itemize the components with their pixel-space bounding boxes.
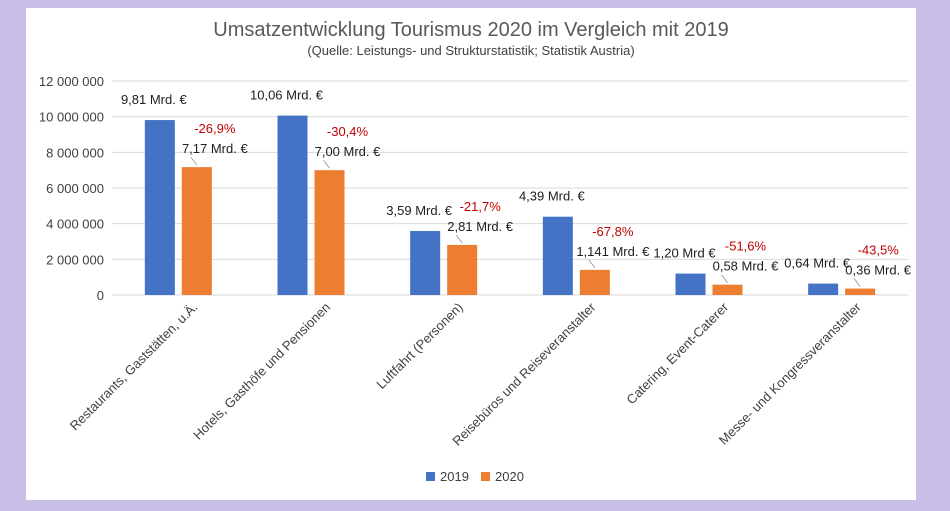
legend-label: 2019 [440, 469, 469, 484]
change-label: -21,7% [460, 199, 502, 214]
data-label-2020: 1,141 Mrd. € [576, 244, 650, 259]
category-label: Restaurants, Gaststätten, u.Ä. [67, 300, 201, 434]
legend: 2019 2020 [426, 469, 524, 484]
bar-2020 [314, 170, 345, 295]
legend-label: 2020 [495, 469, 524, 484]
leader-line [853, 278, 861, 287]
bar-2019 [144, 120, 175, 296]
chart-subtitle: (Quelle: Leistungs- und Strukturstatisti… [307, 43, 634, 58]
leader-line [455, 234, 463, 244]
change-label: -26,9% [194, 121, 236, 136]
category-label: Reisebüros und Reiseveranstalter [449, 299, 599, 449]
bar-2020 [579, 269, 610, 295]
change-label: -67,8% [592, 224, 634, 239]
y-tick-label: 12 000 000 [39, 74, 104, 89]
bar-2019 [675, 273, 706, 295]
legend-swatch [481, 472, 490, 481]
data-labels: 9,81 Mrd. € -26,9% 7,17 Mrd. € 10,06 Mrd. €… [121, 88, 912, 287]
leader-line [721, 274, 728, 283]
data-label-2019: 4,39 Mrd. € [519, 189, 586, 204]
category-label: Catering, Event-Caterer [623, 299, 731, 407]
bar-2019 [410, 230, 441, 295]
data-label-2020: 7,00 Mrd. € [315, 144, 382, 159]
leader-line [588, 259, 596, 269]
data-label-2019: 1,20 Mrd € [653, 246, 716, 261]
data-label-2020: 0,36 Mrd. € [845, 263, 912, 278]
y-tick-label: 0 [97, 288, 104, 303]
category-label: Hotels, Gasthöfe und Pensionen [190, 300, 333, 443]
bar-2019 [277, 115, 308, 295]
chart-frame: Umsatzentwicklung Tourismus 2020 im Verg… [26, 8, 916, 500]
y-tick-label: 10 000 000 [39, 110, 104, 125]
leader-line [190, 156, 198, 166]
x-axis-categories: Restaurants, Gaststätten, u.Ä.Hotels, Ga… [67, 299, 865, 449]
change-label: -43,5% [858, 243, 900, 258]
data-label-2019: 0,64 Mrd. € [784, 256, 851, 271]
bar-2019 [542, 216, 573, 295]
data-label-2019: 10,06 Mrd. € [250, 88, 324, 103]
bar-2020 [712, 284, 743, 295]
y-tick-label: 4 000 000 [46, 217, 104, 232]
y-axis-ticks: 0 2 000 000 4 000 000 6 000 000 8 000 000 10 … [39, 74, 104, 303]
category-label: Messe- und Kongressveranstalter [716, 299, 865, 448]
data-label-2019: 9,81 Mrd. € [121, 92, 188, 107]
y-tick-label: 8 000 000 [46, 145, 104, 160]
change-label: -51,6% [725, 239, 767, 254]
category-label: Luftfahrt (Personen) [373, 300, 465, 392]
change-label: -30,4% [327, 124, 369, 139]
revenue-bar-chart: Umsatzentwicklung Tourismus 2020 im Verg… [39, 19, 912, 484]
bars [144, 115, 876, 296]
bar-2020 [447, 244, 478, 295]
y-tick-label: 2 000 000 [46, 252, 104, 267]
bar-2019 [808, 283, 839, 295]
data-label-2020: 0,58 Mrd. € [713, 259, 780, 274]
y-tick-label: 6 000 000 [46, 181, 104, 196]
data-label-2020: 7,17 Mrd. € [182, 141, 249, 156]
data-label-2019: 3,59 Mrd. € [386, 203, 453, 218]
legend-swatch [426, 472, 435, 481]
leader-line [323, 159, 330, 169]
chart-title: Umsatzentwicklung Tourismus 2020 im Verg… [213, 19, 728, 41]
bar-2020 [845, 288, 876, 295]
gridlines [112, 80, 908, 296]
data-label-2020: 2,81 Mrd. € [447, 219, 514, 234]
bar-2020 [181, 167, 212, 295]
